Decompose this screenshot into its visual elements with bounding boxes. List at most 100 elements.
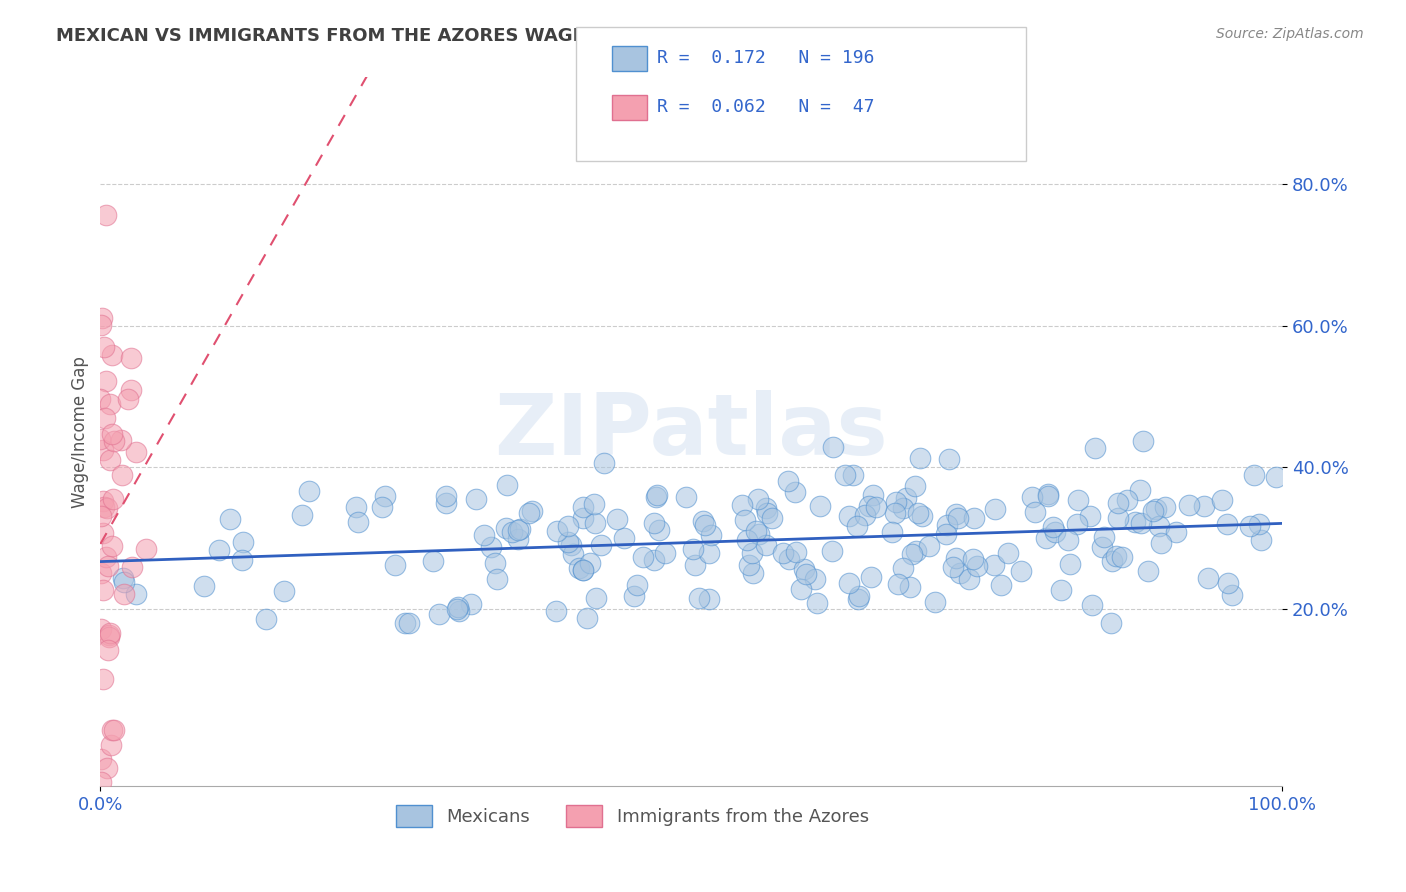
Point xyxy=(479,540,502,554)
Point xyxy=(904,479,927,493)
Point xyxy=(546,604,568,618)
Point xyxy=(654,546,676,560)
Point xyxy=(846,519,869,533)
Point xyxy=(1137,564,1160,578)
Point xyxy=(572,563,595,577)
Point xyxy=(848,590,870,604)
Point xyxy=(101,540,124,554)
Point xyxy=(911,508,934,523)
Point xyxy=(509,522,531,536)
Point xyxy=(924,595,946,609)
Point xyxy=(860,570,883,584)
Point xyxy=(1218,576,1240,591)
Point xyxy=(1194,499,1216,513)
Point xyxy=(89,392,111,406)
Point xyxy=(1105,549,1128,563)
Point xyxy=(219,512,242,526)
Point xyxy=(647,488,669,502)
Point xyxy=(1042,520,1064,534)
Point xyxy=(111,467,134,482)
Point xyxy=(446,602,468,616)
Point xyxy=(935,527,957,541)
Point xyxy=(734,513,756,527)
Point xyxy=(1215,517,1237,532)
Point xyxy=(761,511,783,525)
Point xyxy=(695,517,717,532)
Point xyxy=(966,559,988,574)
Point xyxy=(1101,554,1123,568)
Point xyxy=(905,543,928,558)
Point xyxy=(1036,487,1059,501)
Point xyxy=(1129,516,1152,530)
Point xyxy=(747,491,769,506)
Point xyxy=(1010,564,1032,578)
Point xyxy=(838,508,860,523)
Point xyxy=(917,540,939,554)
Point xyxy=(100,738,122,752)
Point xyxy=(101,723,124,737)
Point xyxy=(682,541,704,556)
Point xyxy=(91,673,114,687)
Point xyxy=(520,504,543,518)
Point xyxy=(93,340,115,354)
Point xyxy=(884,506,907,520)
Point xyxy=(1116,492,1139,507)
Point xyxy=(546,524,568,538)
Point xyxy=(90,751,112,765)
Point xyxy=(613,532,636,546)
Point xyxy=(1092,530,1115,544)
Point xyxy=(785,484,807,499)
Point xyxy=(645,490,668,504)
Point xyxy=(623,589,645,603)
Point xyxy=(91,493,114,508)
Point xyxy=(120,351,142,366)
Point xyxy=(460,598,482,612)
Point xyxy=(907,506,929,520)
Point xyxy=(90,318,112,332)
Point xyxy=(738,558,761,572)
Point xyxy=(254,612,277,626)
Point xyxy=(101,426,124,441)
Point xyxy=(94,410,117,425)
Point xyxy=(508,523,530,537)
Point xyxy=(589,538,612,552)
Point xyxy=(486,572,509,586)
Point xyxy=(465,491,488,506)
Point xyxy=(394,616,416,631)
Point xyxy=(97,628,120,642)
Text: R =  0.062   N =  47: R = 0.062 N = 47 xyxy=(657,98,875,116)
Point xyxy=(772,546,794,560)
Point xyxy=(1239,519,1261,533)
Point xyxy=(506,532,529,546)
Point xyxy=(1197,571,1219,585)
Point xyxy=(990,578,1012,592)
Point xyxy=(793,561,815,575)
Point xyxy=(93,500,115,515)
Point xyxy=(962,551,984,566)
Point xyxy=(208,543,231,558)
Point xyxy=(938,451,960,466)
Point xyxy=(434,489,457,503)
Point xyxy=(963,511,986,525)
Point xyxy=(90,508,112,523)
Point xyxy=(120,384,142,398)
Point xyxy=(1024,505,1046,519)
Point xyxy=(946,511,969,525)
Point xyxy=(789,582,811,596)
Point xyxy=(575,610,598,624)
Legend: Mexicans, Immigrants from the Azores: Mexicans, Immigrants from the Azores xyxy=(388,797,876,834)
Point xyxy=(745,524,768,538)
Point xyxy=(606,512,628,526)
Point xyxy=(945,507,967,521)
Point xyxy=(697,546,720,560)
Point xyxy=(1128,483,1150,497)
Point xyxy=(900,580,922,594)
Point xyxy=(96,500,118,515)
Point xyxy=(1107,511,1129,525)
Point xyxy=(731,499,754,513)
Point xyxy=(1078,509,1101,524)
Point xyxy=(384,558,406,573)
Point xyxy=(193,579,215,593)
Point xyxy=(887,577,910,591)
Point xyxy=(1211,493,1233,508)
